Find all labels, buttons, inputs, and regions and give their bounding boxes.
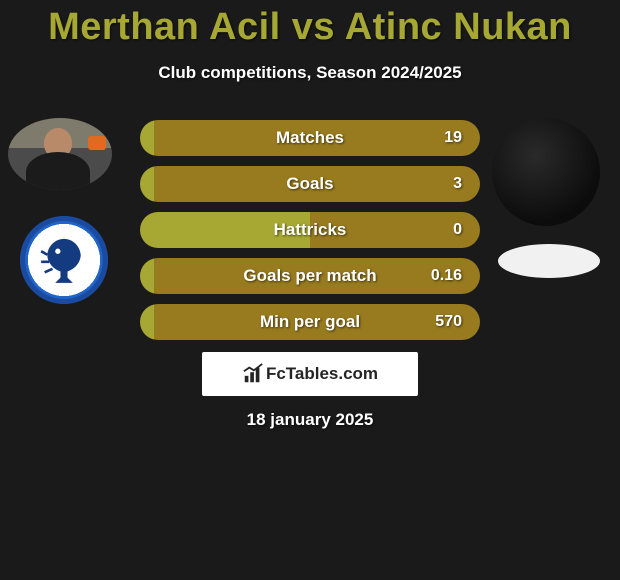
stat-row: Goals3 bbox=[140, 166, 480, 202]
stat-label: Hattricks bbox=[140, 212, 480, 248]
stat-value-right: 570 bbox=[435, 304, 462, 340]
eagle-icon bbox=[20, 216, 108, 304]
player-left-club-badge bbox=[20, 216, 108, 304]
right-player-column bbox=[492, 118, 612, 278]
subtitle: Club competitions, Season 2024/2025 bbox=[0, 63, 620, 83]
player-left-avatar bbox=[8, 118, 112, 190]
stat-label: Goals per match bbox=[140, 258, 480, 294]
stat-row: Matches19 bbox=[140, 120, 480, 156]
left-player-column bbox=[8, 118, 128, 304]
brand-badge: FcTables.com bbox=[202, 352, 418, 396]
page-title: Merthan Acil vs Atinc Nukan bbox=[0, 0, 620, 49]
stat-value-right: 19 bbox=[444, 120, 462, 156]
player-right-avatar bbox=[492, 118, 600, 226]
stats-panel: Matches19 Goals3 Hattricks0 Goals per match… bbox=[140, 120, 480, 350]
stat-value-right: 3 bbox=[453, 166, 462, 202]
stat-row: Min per goal570 bbox=[140, 304, 480, 340]
stat-value-right: 0 bbox=[453, 212, 462, 248]
stat-label: Goals bbox=[140, 166, 480, 202]
player-right-club-badge bbox=[498, 244, 600, 278]
stat-value-right: 0.16 bbox=[431, 258, 462, 294]
brand-text: FcTables.com bbox=[266, 364, 378, 384]
stat-row: Goals per match0.16 bbox=[140, 258, 480, 294]
stat-label: Matches bbox=[140, 120, 480, 156]
snapshot-date: 18 january 2025 bbox=[0, 410, 620, 430]
chart-icon bbox=[242, 363, 264, 385]
stat-row: Hattricks0 bbox=[140, 212, 480, 248]
stat-label: Min per goal bbox=[140, 304, 480, 340]
